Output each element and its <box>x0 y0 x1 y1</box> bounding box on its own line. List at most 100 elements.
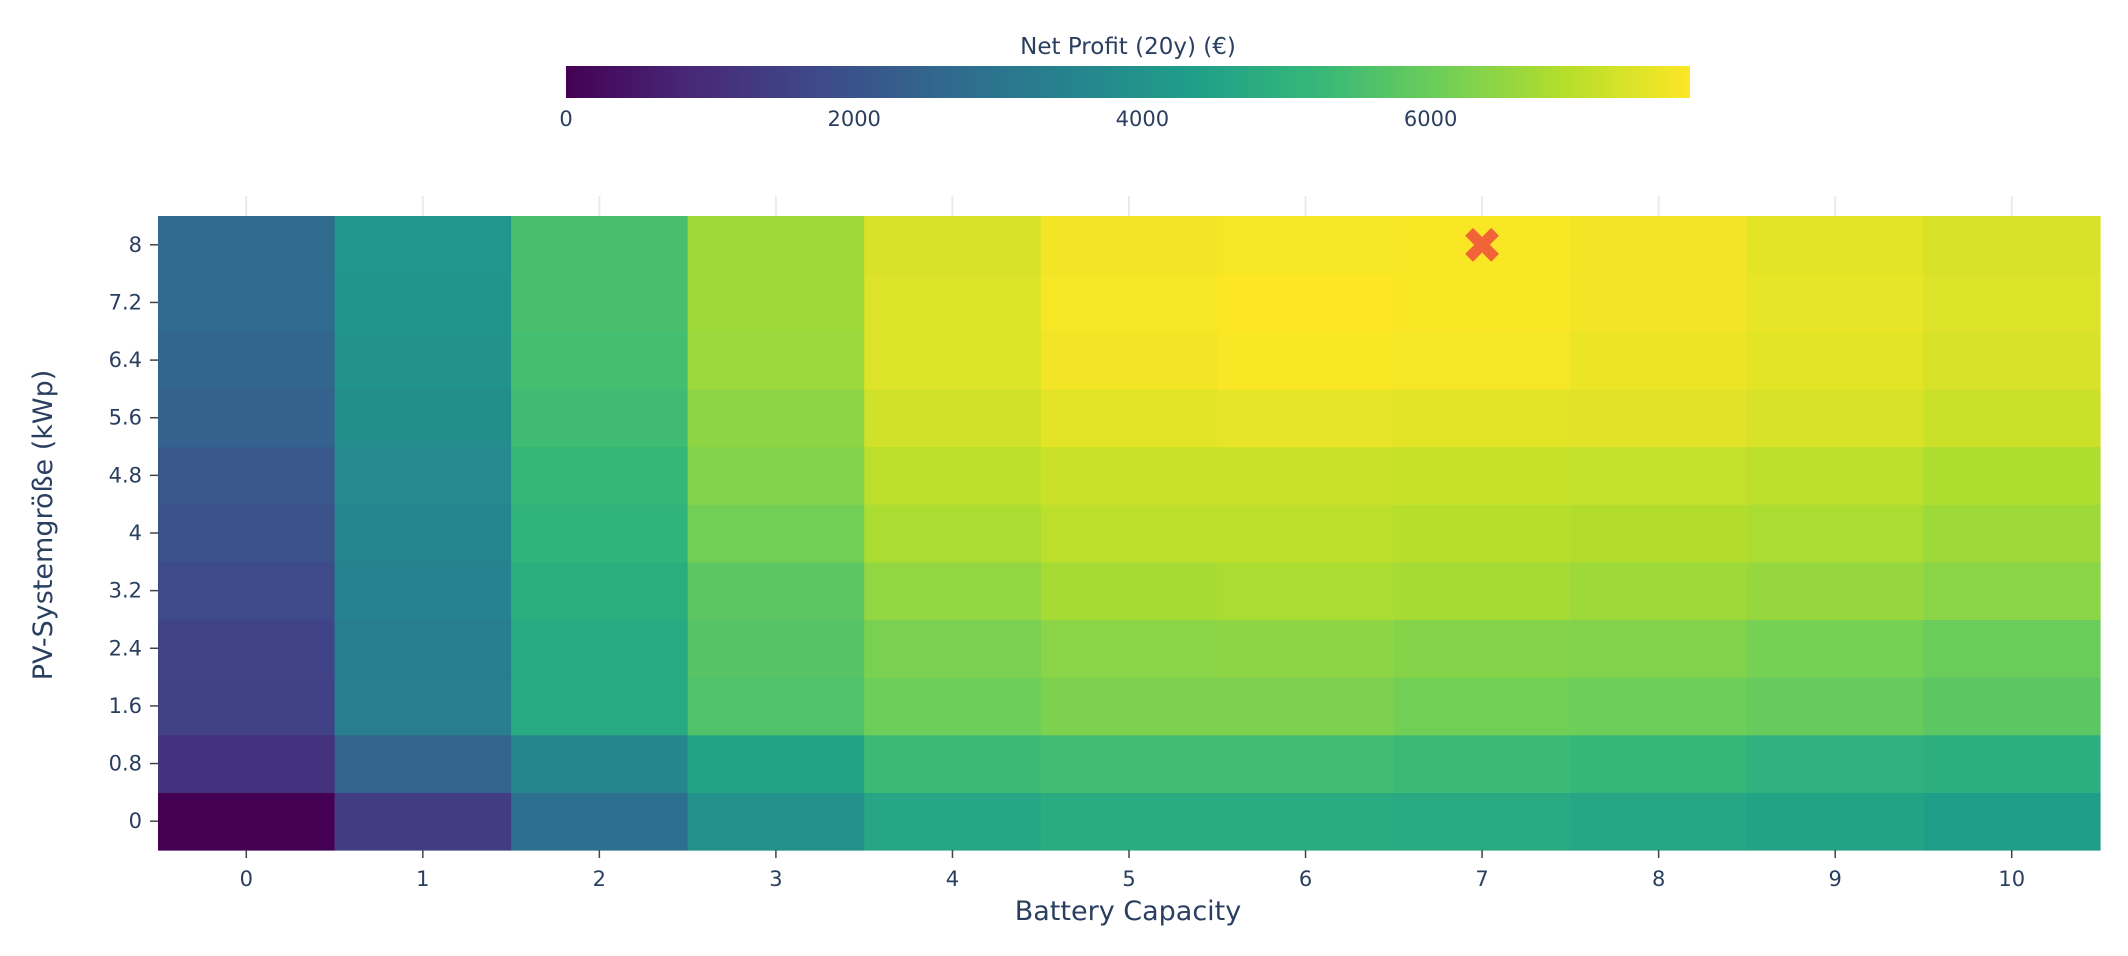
heatmap-cell <box>158 216 336 275</box>
heatmap-cell <box>334 273 512 332</box>
y-tick-label: 3.2 <box>109 579 142 603</box>
y-tick-label: 4.8 <box>109 463 142 487</box>
heatmap-cell <box>1570 446 1748 505</box>
heatmap-cell <box>1570 388 1748 448</box>
heatmap-cell <box>1746 388 1925 448</box>
heatmap-cell <box>158 792 336 851</box>
heatmap-cells <box>158 216 2101 851</box>
heatmap-cell <box>1040 446 1218 505</box>
heatmap-cell <box>1923 677 2101 736</box>
heatmap-cell <box>158 331 336 390</box>
heatmap-cell <box>158 273 336 332</box>
heatmap-cell <box>1570 792 1748 851</box>
heatmap-cell <box>1746 504 1925 563</box>
heatmap-cell <box>1217 619 1395 678</box>
heatmap-cell <box>687 677 865 736</box>
heatmap-cell <box>1570 331 1748 390</box>
colorbar-ticks: 0 2000 4000 6000 <box>559 107 1457 131</box>
heatmap-cell <box>511 561 689 621</box>
heatmap-cell <box>1570 677 1748 736</box>
heatmap-cell <box>511 388 689 448</box>
heatmap-cell <box>1217 388 1395 448</box>
heatmap-cell <box>334 734 512 793</box>
heatmap-cell <box>1217 734 1395 793</box>
y-tick-label: 0 <box>129 809 142 833</box>
heatmap-cell <box>511 216 689 275</box>
heatmap-cell <box>1570 619 1748 678</box>
heatmap-cell <box>1923 331 2101 390</box>
x-tick-label: 0 <box>240 867 253 891</box>
y-tick-label: 8 <box>129 233 142 257</box>
heatmap-cell <box>158 561 336 621</box>
heatmap-cell <box>864 792 1042 851</box>
y-tick-label: 2.4 <box>109 636 142 660</box>
heatmap-cell <box>864 504 1042 563</box>
heatmap-cell <box>1923 561 2101 621</box>
optimum-marker <box>1465 227 1499 262</box>
heatmap-cell <box>1923 216 2101 275</box>
heatmap-cell <box>511 446 689 505</box>
heatmap-cell <box>864 561 1042 621</box>
heatmap-cell <box>1570 273 1748 332</box>
heatmap-cell <box>1393 619 1571 678</box>
x-tick-label: 7 <box>1475 867 1488 891</box>
heatmap-cell <box>1746 446 1925 505</box>
heatmap-cell <box>158 504 336 563</box>
heatmap-cell <box>864 331 1042 390</box>
heatmap-cell <box>1217 216 1395 275</box>
x-tick-label: 8 <box>1652 867 1665 891</box>
heatmap-cell <box>1040 504 1218 563</box>
heatmap-cell <box>1217 331 1395 390</box>
heatmap-cell <box>687 734 865 793</box>
y-tick-label: 6.4 <box>109 348 142 372</box>
heatmap-cell <box>334 561 512 621</box>
y-tick-label: 1.6 <box>109 694 142 718</box>
x-tick-label: 6 <box>1299 867 1312 891</box>
y-axis-title: PV-Systemgröße (kWp) <box>28 370 59 681</box>
heatmap-cell <box>687 216 865 275</box>
heatmap-cell <box>864 388 1042 448</box>
colorbar-tick-label: 6000 <box>1404 107 1457 131</box>
heatmap-cell <box>687 561 865 621</box>
heatmap-cell <box>1393 561 1571 621</box>
heatmap-cell <box>1746 619 1925 678</box>
heatmap-cell <box>1393 677 1571 736</box>
heatmap-cell <box>334 619 512 678</box>
heatmap-cell <box>1923 504 2101 563</box>
heatmap-cell <box>864 216 1042 275</box>
heatmap-cell <box>1570 216 1748 275</box>
heatmap-cell <box>158 446 336 505</box>
heatmap-cell <box>1746 677 1925 736</box>
heatmap-cell <box>511 734 689 793</box>
heatmap-cell <box>158 388 336 448</box>
x-tick-label: 5 <box>1122 867 1135 891</box>
heatmap-cell <box>1393 446 1571 505</box>
heatmap-cell <box>1393 792 1571 851</box>
heatmap-cell <box>158 734 336 793</box>
heatmap-cell <box>1040 619 1218 678</box>
heatmap-cell <box>1923 734 2101 793</box>
colorbar: Net Profit (20y) (€) 0 2000 4000 6000 <box>559 34 1690 131</box>
heatmap-cell <box>1746 216 1925 275</box>
heatmap-cell <box>1746 273 1925 332</box>
heatmap-cell <box>1040 734 1218 793</box>
x-tick-label: 9 <box>1828 867 1841 891</box>
heatmap-cell <box>1393 504 1571 563</box>
y-tick-label: 0.8 <box>109 752 142 776</box>
x-tick-label: 3 <box>769 867 782 891</box>
colorbar-tick-label: 0 <box>559 107 572 131</box>
x-tick-label: 2 <box>593 867 606 891</box>
heatmap-cell <box>1040 216 1218 275</box>
heatmap-cell <box>1217 561 1395 621</box>
heatmap-cell <box>511 619 689 678</box>
heatmap-cell <box>1393 273 1571 332</box>
heatmap-cell <box>687 446 865 505</box>
heatmap-cell <box>1923 446 2101 505</box>
heatmap-cell <box>1393 388 1571 448</box>
heatmap-cell <box>687 619 865 678</box>
heatmap-cell <box>864 734 1042 793</box>
heatmap-cell <box>1393 734 1571 793</box>
heatmap-cell <box>1040 388 1218 448</box>
heatmap-cell <box>687 273 865 332</box>
